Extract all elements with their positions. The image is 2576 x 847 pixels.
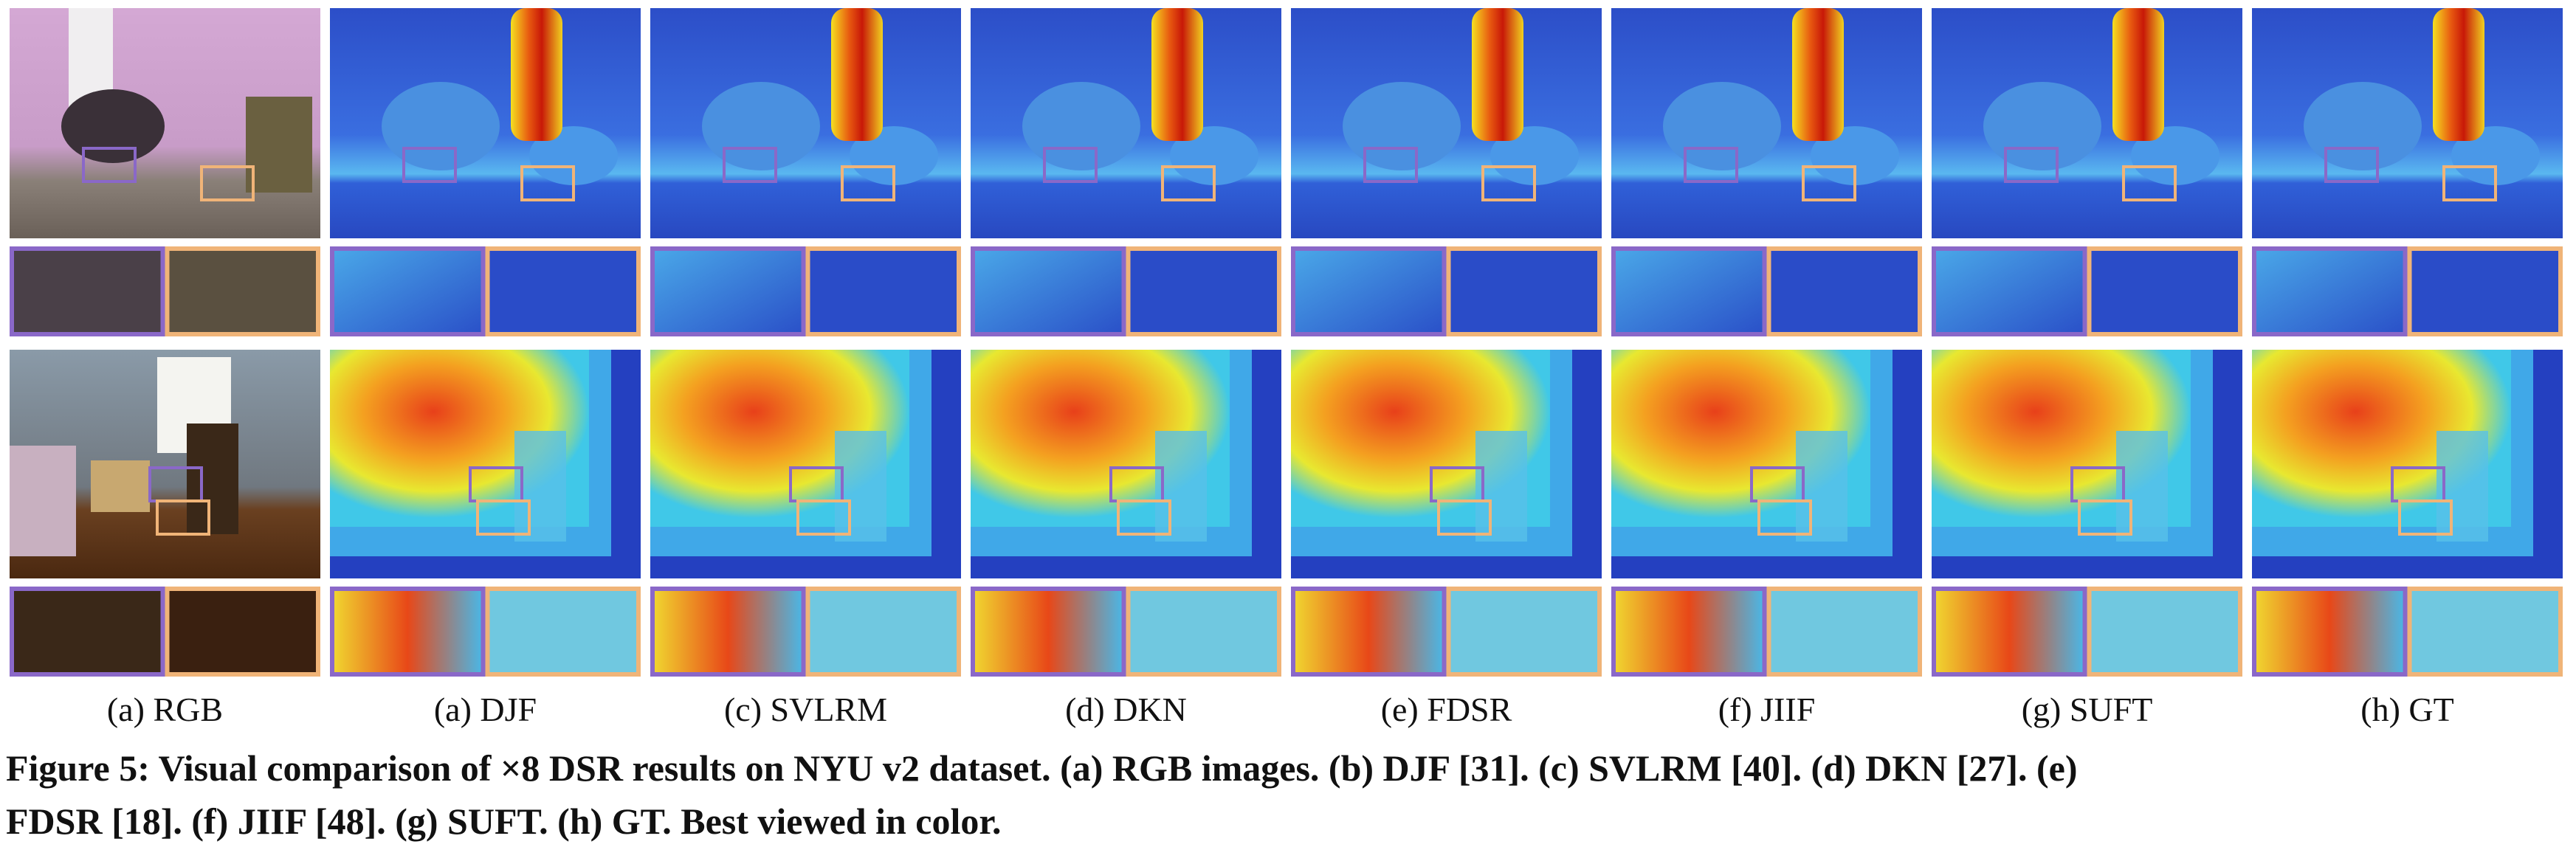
depth-blob <box>2131 126 2219 185</box>
depth-blob <box>1022 82 1140 170</box>
crop-right <box>2407 587 2563 677</box>
zoom-box <box>200 165 255 201</box>
zoom-box <box>1802 165 1856 201</box>
crop-right <box>2087 246 2242 336</box>
nightstand <box>91 460 150 512</box>
crop-right <box>1446 246 1602 336</box>
zoom-box <box>2004 147 2059 183</box>
clutter <box>61 89 165 163</box>
depth-blob <box>1490 126 1579 185</box>
figure-images <box>10 8 2563 677</box>
crop-left <box>10 587 165 677</box>
crop-right <box>485 587 641 677</box>
column-label: (e) FDSR <box>1380 691 1512 728</box>
zoom-box <box>2324 147 2379 183</box>
column-label: (d) DKN <box>1065 691 1187 728</box>
crop-right <box>805 246 961 336</box>
zoom-box <box>402 147 457 183</box>
crop-right <box>165 246 320 336</box>
zoom-box <box>476 499 531 536</box>
zoom-box <box>1117 499 1171 536</box>
crop-left <box>2252 246 2408 336</box>
crop-right <box>2087 587 2242 677</box>
depth-blob <box>1811 126 1899 185</box>
zoom-box <box>1363 147 1418 183</box>
zoom-box <box>1161 165 1216 201</box>
depth-blob <box>529 126 618 185</box>
crop-left <box>2252 587 2408 677</box>
crop-right <box>1126 587 1281 677</box>
depth-blob <box>1983 82 2101 170</box>
zoom-box <box>82 147 137 183</box>
crop-left <box>1611 246 1767 336</box>
depth-blob <box>1663 82 1781 170</box>
column-label: (a) DJF <box>433 691 537 728</box>
depth-blob <box>2304 82 2422 170</box>
zoom-box <box>1757 499 1812 536</box>
depth-blob <box>2451 126 2540 185</box>
crop-left <box>1611 587 1767 677</box>
depth-door <box>2112 8 2164 141</box>
crop-left <box>650 587 806 677</box>
crop-left <box>330 587 486 677</box>
depth-blob <box>850 126 938 185</box>
zoom-box <box>2442 165 2497 201</box>
crop-left <box>330 246 486 336</box>
zoom-box <box>1481 165 1536 201</box>
zoom-box <box>2398 499 2453 536</box>
crop-right <box>805 587 961 677</box>
crop-right <box>2407 246 2563 336</box>
column-label: (h) GT <box>2360 691 2454 728</box>
depth-door <box>511 8 562 141</box>
crop-left <box>10 246 165 336</box>
crop-right <box>1126 246 1281 336</box>
column-label: (g) SUFT <box>2021 691 2153 728</box>
crop-right <box>1766 587 1922 677</box>
zoom-box <box>1437 499 1492 536</box>
depth-blob <box>1343 82 1461 170</box>
zoom-box <box>520 165 575 201</box>
column-label: (f) JIIF <box>1718 691 1816 728</box>
caption-line: FDSR [18]. (f) JIIF [48]. (g) SUFT. (h) … <box>6 801 1002 842</box>
crop-left <box>971 246 1126 336</box>
zoom-box <box>796 499 851 536</box>
depth-door <box>831 8 883 141</box>
crop-left <box>1291 587 1447 677</box>
zoom-box <box>1043 147 1098 183</box>
crop-left <box>1291 246 1447 336</box>
zoom-box <box>156 499 210 536</box>
bed <box>10 446 76 556</box>
crop-right <box>1446 587 1602 677</box>
depth-door <box>1472 8 1523 141</box>
depth-door <box>1151 8 1203 141</box>
depth-blob <box>702 82 820 170</box>
crop-left <box>1932 587 2087 677</box>
chair <box>187 424 238 534</box>
chair <box>246 97 312 193</box>
crop-left <box>971 587 1126 677</box>
zoom-box <box>2078 499 2132 536</box>
crop-right <box>485 246 641 336</box>
crop-right <box>1766 246 1922 336</box>
depth-door <box>2433 8 2484 141</box>
crop-left <box>650 246 806 336</box>
depth-blob <box>382 82 500 170</box>
crop-left <box>1932 246 2087 336</box>
column-label: (c) SVLRM <box>723 691 888 728</box>
zoom-box <box>1684 147 1738 183</box>
zoom-box <box>2122 165 2177 201</box>
depth-door <box>1792 8 1844 141</box>
column-label: (a) RGB <box>106 691 224 728</box>
zoom-box <box>841 165 895 201</box>
caption-line: Figure 5: Visual comparison of ×8 DSR re… <box>6 747 2078 789</box>
crop-right <box>165 587 320 677</box>
depth-blob <box>1170 126 1258 185</box>
zoom-box <box>723 147 777 183</box>
